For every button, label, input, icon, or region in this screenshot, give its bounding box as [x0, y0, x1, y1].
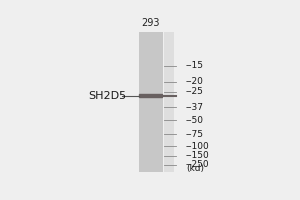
- Text: --250: --250: [185, 160, 209, 169]
- Text: SH2D5: SH2D5: [88, 91, 126, 101]
- Text: --50: --50: [185, 116, 203, 125]
- Text: --100: --100: [185, 142, 209, 151]
- Text: --15: --15: [185, 61, 203, 70]
- Text: 293: 293: [141, 18, 160, 28]
- Text: --150: --150: [185, 151, 209, 160]
- Text: --25: --25: [185, 87, 203, 96]
- Text: --75: --75: [185, 130, 203, 139]
- Bar: [139, 94, 162, 97]
- Text: (kd): (kd): [186, 164, 204, 173]
- Text: --20: --20: [185, 77, 203, 86]
- Text: --37: --37: [185, 103, 203, 112]
